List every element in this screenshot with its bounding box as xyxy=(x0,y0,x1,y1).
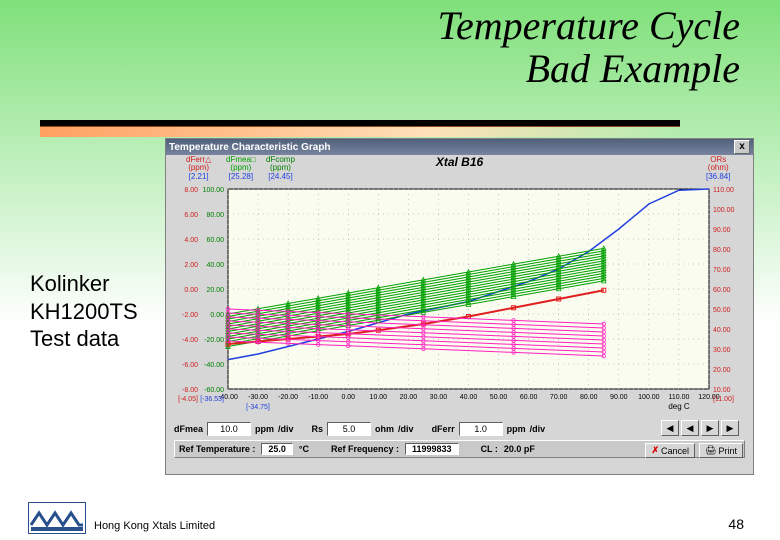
svg-text:50.00: 50.00 xyxy=(490,394,508,401)
plot-area: -60.00 -40.00 -20.00 0.00 20.00 40.00 60.00 80.… xyxy=(174,183,745,413)
svg-text:60.00: 60.00 xyxy=(713,287,731,294)
svg-text:70.00: 70.00 xyxy=(550,394,568,401)
svg-text:100.00: 100.00 xyxy=(638,394,660,401)
scale-group: Rs5.0ohm/div xyxy=(312,422,414,436)
svg-text:90.00: 90.00 xyxy=(610,394,628,401)
scale-value[interactable]: 10.0 xyxy=(207,422,251,436)
title-line2: Bad Example xyxy=(526,46,740,91)
svg-text:-40.00: -40.00 xyxy=(204,362,224,369)
slide-title: Temperature Cycle Bad Example xyxy=(0,4,740,90)
title-line1: Temperature Cycle xyxy=(437,3,740,48)
chart-svg: -60.00 -40.00 -20.00 0.00 20.00 40.00 60.00 80.… xyxy=(174,183,745,413)
svg-text:[-4.05]: [-4.05] xyxy=(178,396,198,403)
x-icon: ✗ xyxy=(651,445,659,456)
svg-text:0.00: 0.00 xyxy=(210,312,224,319)
svg-text:[-36.53]: [-36.53] xyxy=(200,396,224,403)
svg-text:10.00: 10.00 xyxy=(370,394,388,401)
scale-bar: dFmea10.0ppm/div Rs5.0ohm/div dFerr1.0ppm/… xyxy=(174,420,745,438)
svg-text:60.00: 60.00 xyxy=(520,394,538,401)
aside-caption: Kolinker KH1200TS Test data xyxy=(30,270,138,353)
svg-text:80.00: 80.00 xyxy=(713,247,731,254)
print-button[interactable]: 🖨 Print xyxy=(699,443,743,458)
window-titlebar: Temperature Characteristic Graph x xyxy=(166,139,753,155)
svg-text:-10.00: -10.00 xyxy=(308,394,328,401)
svg-text:-6.00: -6.00 xyxy=(182,362,198,369)
svg-text:100.00: 100.00 xyxy=(713,207,735,214)
svg-text:20.00: 20.00 xyxy=(400,394,418,401)
company-logo xyxy=(28,502,86,534)
page-number: 48 xyxy=(728,516,744,532)
svg-text:10.00: 10.00 xyxy=(713,387,731,394)
scale-value[interactable]: 5.0 xyxy=(327,422,371,436)
svg-text:4.00: 4.00 xyxy=(184,237,198,244)
legend-col: dFmea□(ppm)[25.28] xyxy=(226,156,256,181)
cancel-button[interactable]: ✗ Cancel xyxy=(645,443,695,458)
svg-text:30.00: 30.00 xyxy=(430,394,448,401)
svg-text:110.00: 110.00 xyxy=(668,394,689,401)
scale-group: dFmea10.0ppm/div xyxy=(174,422,294,436)
svg-text:-4.00: -4.00 xyxy=(182,337,198,344)
svg-text:0.00: 0.00 xyxy=(184,287,198,294)
svg-text:20.00: 20.00 xyxy=(206,287,224,294)
svg-text:-60.00: -60.00 xyxy=(204,387,224,394)
footer-company: Hong Kong Xtals Limited xyxy=(94,520,215,532)
svg-text:80.00: 80.00 xyxy=(206,212,224,219)
svg-text:deg C: deg C xyxy=(668,402,690,411)
title-rule xyxy=(40,120,680,126)
svg-text:100.00: 100.00 xyxy=(203,187,225,194)
svg-text:40.00: 40.00 xyxy=(460,394,478,401)
svg-text:-8.00: -8.00 xyxy=(182,387,198,394)
svg-text:50.00: 50.00 xyxy=(713,307,731,314)
scale-value[interactable]: 1.0 xyxy=(459,422,503,436)
svg-text:2.00: 2.00 xyxy=(184,262,198,269)
action-buttons: ✗ Cancel 🖨 Print xyxy=(645,443,743,458)
svg-text:6.00: 6.00 xyxy=(184,212,198,219)
svg-text:[11.00]: [11.00] xyxy=(713,396,734,403)
svg-text:-20.00: -20.00 xyxy=(278,394,298,401)
close-icon[interactable]: x xyxy=(734,140,750,154)
printer-icon: 🖨 xyxy=(705,445,716,456)
svg-text:20.00: 20.00 xyxy=(713,367,731,374)
scale-group: dFerr1.0ppm/div xyxy=(432,422,546,436)
svg-text:8.00: 8.00 xyxy=(184,187,198,194)
svg-text:[-34.75]: [-34.75] xyxy=(246,404,270,411)
chart-header-legend: Xtal B16 dFerr△(ppm)[2.21]dFmea□(ppm)[25… xyxy=(166,155,753,181)
svg-text:90.00: 90.00 xyxy=(713,227,731,234)
svg-text:70.00: 70.00 xyxy=(713,267,731,274)
legend-col: ORs(ohm)[36.84] xyxy=(706,156,730,181)
window-title: Temperature Characteristic Graph xyxy=(169,142,331,153)
svg-text:-30.00: -30.00 xyxy=(248,394,268,401)
svg-text:40.00: 40.00 xyxy=(206,262,224,269)
svg-text:-2.00: -2.00 xyxy=(182,312,198,319)
svg-text:40.00: 40.00 xyxy=(713,327,731,334)
svg-text:80.00: 80.00 xyxy=(580,394,598,401)
legend-col: dFcomp(ppm)[24.45] xyxy=(266,156,295,181)
svg-text:-20.00: -20.00 xyxy=(204,337,224,344)
svg-text:0.00: 0.00 xyxy=(341,394,355,401)
svg-text:60.00: 60.00 xyxy=(206,237,224,244)
legend-col: dFerr△(ppm)[2.21] xyxy=(186,156,211,181)
svg-text:110.00: 110.00 xyxy=(713,187,734,194)
graph-window: Temperature Characteristic Graph x Xtal … xyxy=(165,138,754,475)
svg-text:30.00: 30.00 xyxy=(713,347,731,354)
